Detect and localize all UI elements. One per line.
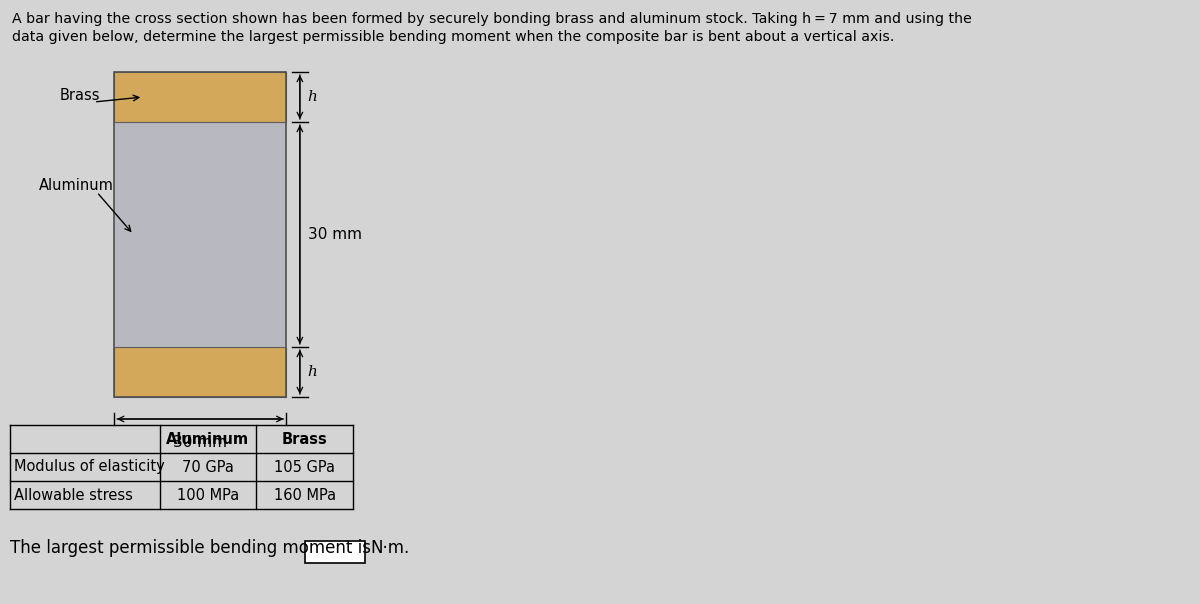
- Text: h: h: [307, 90, 318, 104]
- Text: 105 GPa: 105 GPa: [275, 460, 335, 475]
- Text: A bar having the cross section shown has been formed by securely bonding brass a: A bar having the cross section shown has…: [12, 12, 972, 26]
- Text: 70 GPa: 70 GPa: [182, 460, 234, 475]
- Text: N·m.: N·m.: [371, 539, 409, 557]
- Text: Aluminum: Aluminum: [38, 178, 114, 193]
- Text: The largest permissible bending moment is: The largest permissible bending moment i…: [10, 539, 371, 557]
- Text: 30 mm: 30 mm: [173, 435, 227, 450]
- Bar: [114, 122, 287, 347]
- Text: 30 mm: 30 mm: [307, 227, 361, 242]
- Text: h: h: [307, 365, 318, 379]
- Text: 100 MPa: 100 MPa: [176, 487, 239, 503]
- Bar: [114, 347, 287, 397]
- Text: Brass: Brass: [60, 88, 101, 103]
- Text: data given below, determine the largest permissible bending moment when the comp: data given below, determine the largest …: [12, 30, 894, 44]
- Text: Brass: Brass: [282, 431, 328, 446]
- Bar: [114, 72, 287, 122]
- Bar: [114, 72, 287, 397]
- Text: Modulus of elasticity: Modulus of elasticity: [13, 460, 164, 475]
- Text: Aluminum: Aluminum: [167, 431, 250, 446]
- Text: 160 MPa: 160 MPa: [274, 487, 336, 503]
- Text: Allowable stress: Allowable stress: [13, 487, 132, 503]
- Bar: [305, 541, 365, 563]
